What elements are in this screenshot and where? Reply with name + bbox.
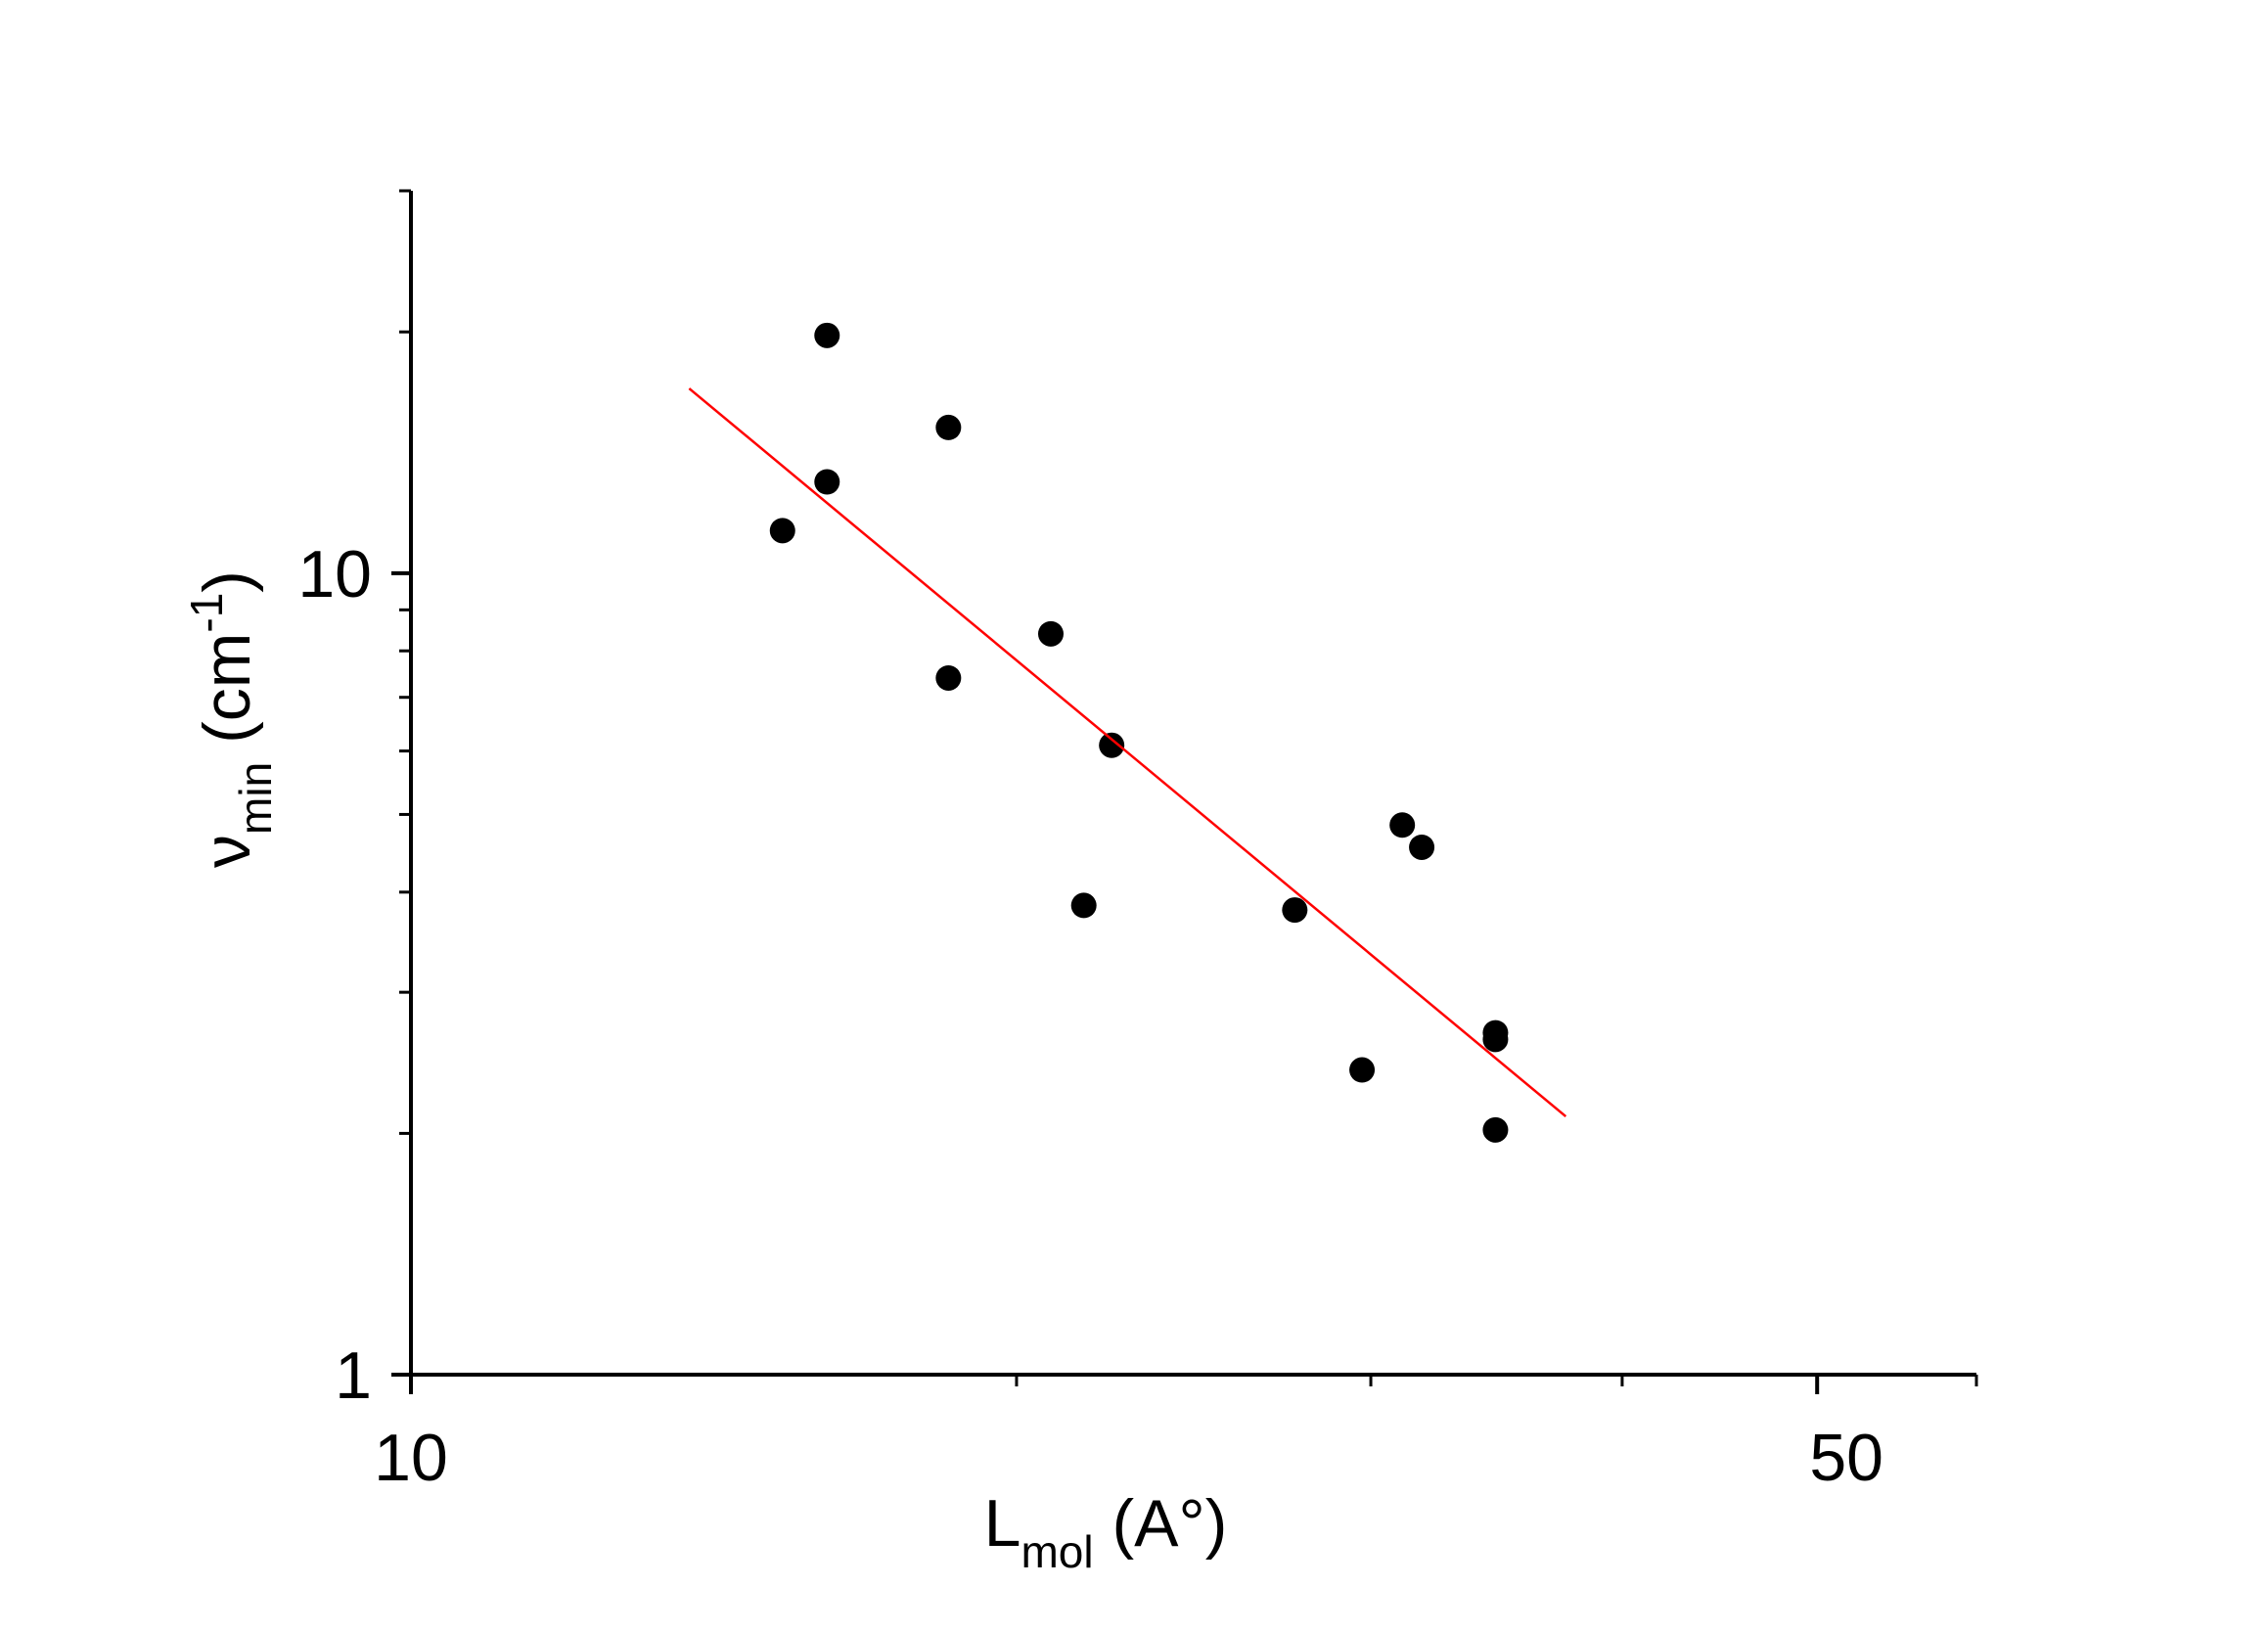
y-tick-label: 10 bbox=[297, 537, 372, 612]
data-point bbox=[935, 414, 962, 440]
data-point bbox=[1037, 620, 1064, 647]
data-point bbox=[1389, 812, 1416, 838]
data-point bbox=[1282, 897, 1308, 924]
chart-marks bbox=[688, 322, 1567, 1143]
y-tick-label: 1 bbox=[335, 1338, 372, 1413]
data-point bbox=[1482, 1026, 1509, 1053]
data-point bbox=[1409, 834, 1435, 860]
data-point bbox=[1349, 1057, 1376, 1083]
data-point bbox=[814, 469, 840, 495]
y-axis-title: νmin (cm-1) bbox=[181, 570, 281, 868]
data-point bbox=[1099, 732, 1125, 758]
data-point bbox=[814, 322, 840, 348]
axes bbox=[409, 191, 1976, 1377]
data-point bbox=[935, 664, 962, 691]
data-point bbox=[1482, 1116, 1509, 1143]
x-tick-label: 50 bbox=[1809, 1421, 1883, 1495]
data-point bbox=[769, 518, 795, 544]
fit-line bbox=[688, 387, 1567, 1118]
x-tick-label: 10 bbox=[374, 1421, 448, 1495]
data-point bbox=[1070, 892, 1097, 919]
x-axis-title: Lmol (A°) bbox=[984, 1486, 1228, 1577]
